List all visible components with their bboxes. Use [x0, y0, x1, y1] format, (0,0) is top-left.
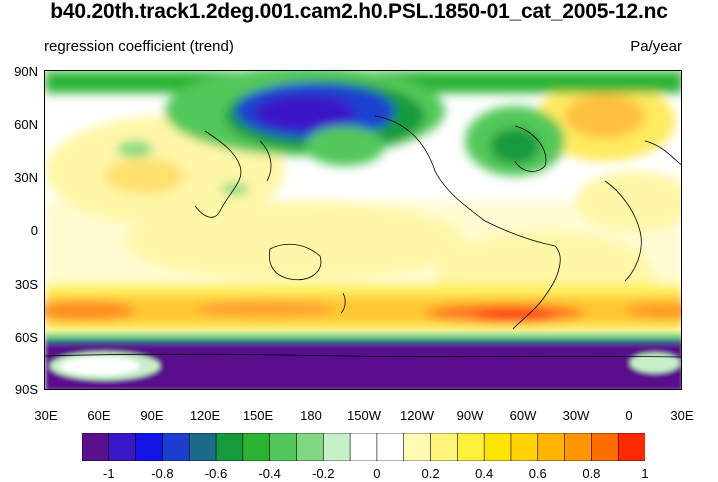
colorbar-tick-label: -0.8	[151, 466, 174, 481]
colorbar-swatch	[430, 432, 458, 462]
lon-tick: 30E	[670, 408, 694, 423]
lon-tick: 0	[625, 408, 633, 423]
lat-tick-60s: 60S	[14, 330, 38, 345]
colorbar-swatch	[564, 432, 592, 462]
colorbar-tick-label: 0.2	[421, 466, 440, 481]
colorbar-swatch	[215, 432, 244, 462]
colorbar-tick-label: -0.2	[312, 466, 335, 481]
colorbar-swatch	[135, 432, 164, 462]
lon-tick: 150W	[347, 408, 381, 423]
lon-tick: 60W	[509, 408, 537, 423]
colorbar-swatch	[510, 432, 539, 462]
colorbar-tick-label: -1	[103, 466, 115, 481]
lat-tick-30s: 30S	[14, 277, 38, 292]
colorbar-swatch	[188, 432, 217, 462]
lat-tick-30n: 30N	[14, 170, 38, 185]
field-description: regression coefficient (trend)	[44, 38, 234, 55]
colorbar-swatch	[108, 432, 137, 462]
colorbar-tick-label: -0.6	[204, 466, 228, 481]
map-plot-area	[44, 70, 682, 390]
units-label: Pa/year	[630, 38, 682, 55]
field-shading	[45, 71, 681, 333]
colorbar-swatch	[617, 432, 646, 462]
lat-tick-eq: 0	[30, 223, 38, 238]
colorbar-tick-label: 0.6	[528, 466, 547, 481]
lon-tick: 90W	[456, 408, 484, 423]
lon-tick: 90E	[140, 408, 164, 423]
map-title: b40.20th.track1.2deg.001.cam2.h0.PSL.185…	[50, 0, 668, 23]
colorbar-tick-label: 1	[641, 466, 649, 481]
lon-tick: 120W	[400, 408, 434, 423]
colorbar-tick-label: 0.4	[475, 466, 494, 481]
lon-tick: 180	[300, 408, 322, 423]
colorbar-tick-label: 0	[373, 466, 381, 481]
lon-tick: 30E	[34, 408, 58, 423]
colorbar-swatch	[322, 432, 351, 462]
colorbar-tick-label: 0.8	[582, 466, 601, 481]
lon-tick: 60E	[87, 408, 111, 423]
colorbar-swatch	[349, 432, 378, 462]
colorbar-swatch	[457, 432, 485, 462]
lat-tick-90s: 90S	[14, 382, 38, 397]
lat-tick-60n: 60N	[14, 117, 38, 132]
colorbar-swatch	[81, 432, 110, 462]
colorbar	[81, 432, 646, 462]
colorbar-tick-label: -0.4	[258, 466, 281, 481]
coastlines	[45, 115, 681, 358]
colorbar-swatches	[81, 432, 646, 462]
colorbar-swatch	[403, 432, 432, 462]
colorbar-swatch	[296, 432, 324, 462]
colorbar-swatch	[269, 432, 298, 462]
lon-tick: 150E	[242, 408, 274, 423]
colorbar-swatch	[591, 432, 619, 462]
lat-tick-90n: 90N	[14, 64, 38, 79]
colorbar-swatch	[162, 432, 190, 462]
colorbar-swatch	[376, 432, 405, 462]
colorbar-swatch	[242, 432, 271, 462]
colorbar-swatch	[483, 432, 512, 462]
colorbar-swatch	[537, 432, 566, 462]
lon-tick: 30W	[562, 408, 590, 423]
trend-field	[45, 71, 681, 389]
lon-tick: 120E	[189, 408, 221, 423]
